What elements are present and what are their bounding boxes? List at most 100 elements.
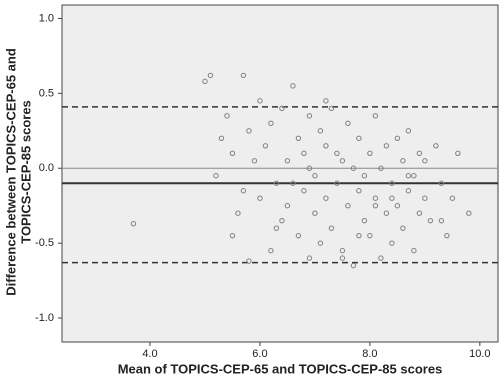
- point: [356, 188, 362, 194]
- point: [290, 83, 296, 89]
- point: [378, 165, 384, 171]
- point: [317, 128, 324, 134]
- x-axis-label: Mean of TOPICS-CEP-65 and TOPICS-CEP-85 …: [118, 361, 443, 376]
- point: [279, 217, 285, 224]
- point: [224, 113, 230, 119]
- point: [290, 180, 296, 186]
- point: [273, 180, 280, 186]
- x-tick-label: 4.0: [142, 348, 157, 360]
- point: [427, 217, 434, 224]
- point: [367, 232, 373, 239]
- point: [350, 262, 357, 269]
- point: [394, 135, 401, 142]
- point: [301, 188, 307, 194]
- point: [306, 255, 313, 261]
- point: [246, 128, 252, 134]
- point: [389, 180, 395, 186]
- point: [323, 195, 329, 201]
- point: [345, 120, 351, 127]
- point: [438, 180, 445, 186]
- point: [229, 150, 236, 156]
- point: [317, 240, 324, 246]
- point: [262, 143, 269, 149]
- point: [356, 135, 362, 142]
- point: [328, 225, 335, 231]
- point: [405, 128, 412, 134]
- point: [257, 98, 263, 104]
- y-axis-label: Difference between TOPICS-CEP-65 and: [3, 48, 18, 296]
- point: [312, 210, 318, 216]
- point: [202, 78, 208, 85]
- point: [273, 225, 280, 231]
- point: [207, 72, 214, 79]
- plot-area: [61, 4, 499, 343]
- point: [306, 113, 313, 119]
- point: [339, 255, 346, 261]
- point: [240, 188, 247, 194]
- point: [383, 143, 390, 149]
- point: [345, 203, 351, 209]
- point: [246, 258, 252, 264]
- point: [416, 150, 423, 156]
- point: [295, 232, 302, 239]
- point: [339, 247, 346, 254]
- point: [444, 232, 450, 239]
- point: [306, 165, 313, 171]
- point: [328, 105, 335, 112]
- point: [218, 135, 225, 142]
- point: [235, 210, 241, 216]
- point: [257, 195, 263, 201]
- point: [394, 203, 401, 209]
- point: [334, 150, 340, 156]
- x-tick-label: 6.0: [252, 348, 267, 360]
- point: [389, 195, 395, 201]
- point: [301, 150, 307, 156]
- point: [411, 247, 417, 254]
- point: [466, 210, 472, 216]
- point: [433, 143, 439, 149]
- point: [367, 150, 373, 156]
- point: [334, 180, 340, 186]
- point: [323, 143, 329, 149]
- point: [339, 158, 346, 164]
- point: [400, 158, 406, 164]
- point: [411, 173, 417, 179]
- point: [372, 203, 379, 209]
- point: [295, 135, 302, 142]
- point: [389, 240, 395, 246]
- point: [350, 165, 357, 171]
- point: [279, 105, 285, 112]
- y-axis-label: TOPICS-CEP-85 scores: [18, 100, 33, 244]
- point: [455, 150, 461, 156]
- point: [422, 158, 428, 164]
- point: [312, 173, 318, 179]
- point: [229, 232, 236, 239]
- point: [268, 120, 274, 127]
- y-tick-label: -0.5: [35, 237, 54, 249]
- point: [383, 210, 390, 216]
- point: [361, 217, 368, 224]
- point: [323, 98, 329, 104]
- point: [284, 158, 291, 164]
- point: [268, 247, 274, 254]
- point: [240, 72, 247, 79]
- point: [400, 225, 406, 231]
- point: [405, 188, 412, 194]
- point: [438, 217, 445, 224]
- point: [361, 173, 368, 179]
- point: [449, 195, 456, 201]
- point: [372, 195, 379, 201]
- point: [130, 220, 137, 227]
- point: [422, 195, 428, 201]
- y-tick-label: 1.0: [39, 12, 54, 24]
- point: [251, 158, 258, 164]
- point: [416, 210, 423, 216]
- point: [284, 203, 291, 209]
- y-tick-label: 0.5: [39, 87, 54, 99]
- point: [405, 173, 412, 179]
- y-tick-label: 0.0: [39, 162, 54, 174]
- point: [356, 232, 362, 239]
- point: [372, 113, 379, 119]
- point: [378, 255, 384, 261]
